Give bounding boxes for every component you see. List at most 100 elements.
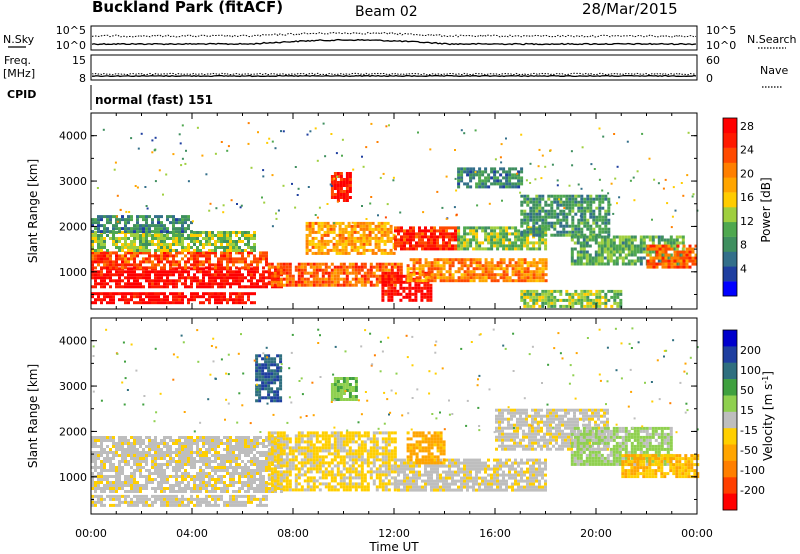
- data-cell: [412, 261, 416, 265]
- data-cell: [121, 273, 124, 277]
- data-cell: [517, 273, 521, 277]
- data-cell: [285, 274, 289, 278]
- data-cell: [211, 475, 214, 478]
- data-cell: [583, 221, 587, 225]
- data-cell: [193, 273, 196, 277]
- data-cell: [190, 292, 193, 296]
- data-cell: [541, 233, 545, 237]
- data-cell: [115, 503, 118, 507]
- data-cell: [517, 179, 521, 183]
- data-cell: [276, 271, 280, 275]
- data-cell: [229, 243, 232, 246]
- data-cell: [577, 221, 581, 225]
- data-cell: [184, 230, 187, 234]
- data-cell: [544, 241, 548, 245]
- data-cell: [142, 270, 145, 274]
- data-cell: [103, 266, 106, 270]
- data-cell: [259, 254, 262, 258]
- data-cell: [253, 273, 256, 277]
- data-cell: [209, 202, 212, 205]
- data-cell: [288, 271, 292, 275]
- data-cell: [562, 230, 566, 234]
- data-cell: [372, 271, 376, 275]
- data-cell: [259, 451, 262, 454]
- data-cell: [166, 448, 169, 451]
- data-cell: [502, 185, 506, 189]
- data-cell: [381, 286, 385, 290]
- data-cell: [208, 490, 211, 493]
- data-cell: [609, 244, 613, 248]
- data-cell: [661, 265, 665, 269]
- data-cell: [190, 254, 193, 258]
- data-cell: [396, 271, 400, 275]
- data-cell: [259, 484, 262, 487]
- data-cell: [532, 301, 536, 305]
- data-cell: [412, 279, 416, 283]
- data-cell: [484, 167, 488, 171]
- data-cell: [109, 484, 112, 487]
- data-cell: [250, 469, 253, 472]
- data-cell: [202, 445, 205, 448]
- data-cell: [118, 230, 121, 234]
- data-cell: [139, 276, 142, 280]
- data-cell: [589, 301, 593, 305]
- data-cell: [160, 494, 163, 498]
- data-cell: [580, 209, 584, 213]
- data-cell: [175, 270, 178, 274]
- data-cell: [563, 207, 566, 209]
- data-cell: [229, 481, 232, 484]
- data-cell: [591, 259, 595, 263]
- data-cell: [586, 218, 590, 222]
- data-cell: [571, 298, 575, 302]
- data-cell: [409, 279, 413, 283]
- data-cell: [636, 247, 640, 251]
- data-cell: [499, 156, 502, 159]
- data-cell: [184, 439, 187, 442]
- data-cell: [154, 454, 157, 457]
- data-cell: [469, 176, 473, 180]
- data-cell: [124, 224, 127, 228]
- data-cell: [124, 436, 127, 439]
- data-cell: [226, 270, 229, 274]
- data-cell: [148, 254, 151, 258]
- data-cell: [414, 280, 418, 284]
- data-cell: [661, 250, 665, 254]
- data-cell: [639, 247, 643, 251]
- data-cell: [146, 207, 149, 210]
- data-cell: [262, 442, 265, 445]
- data-cell: [256, 463, 259, 466]
- data-cell: [341, 248, 345, 252]
- data-cell: [106, 276, 109, 280]
- data-cell: [208, 292, 211, 296]
- data-cell: [220, 469, 223, 472]
- data-cell: [208, 285, 211, 289]
- data-cell: [544, 203, 548, 207]
- data-cell: [418, 235, 421, 239]
- data-cell: [344, 230, 348, 234]
- data-cell: [154, 478, 157, 481]
- data-cell: [223, 484, 226, 487]
- data-cell: [320, 239, 324, 243]
- data-cell: [681, 235, 685, 239]
- data-cell: [175, 478, 178, 481]
- data-cell: [583, 200, 587, 204]
- data-cell: [558, 198, 561, 201]
- data-cell: [333, 283, 337, 287]
- data-cell: [478, 267, 482, 271]
- data-cell: [165, 173, 168, 176]
- data-cell: [187, 445, 190, 448]
- data-cell: [427, 264, 431, 268]
- data-cell: [208, 457, 211, 460]
- data-cell: [130, 263, 133, 267]
- data-cell: [405, 286, 409, 290]
- data-cell: [308, 248, 312, 252]
- data-cell: [103, 230, 106, 234]
- data-cell: [508, 264, 512, 268]
- data-cell: [178, 460, 181, 463]
- data-cell: [205, 173, 208, 176]
- data-cell: [490, 279, 494, 283]
- data-cell: [363, 277, 367, 281]
- data-cell: [151, 237, 154, 240]
- data-cell: [205, 285, 208, 289]
- data-cell: [685, 259, 689, 263]
